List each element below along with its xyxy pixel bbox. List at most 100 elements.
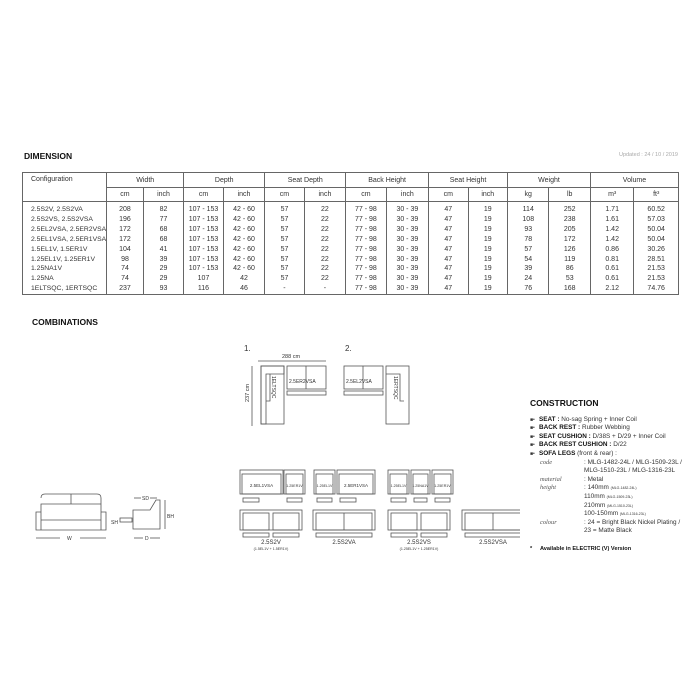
value-cell: -: [264, 284, 305, 296]
value-cell: 46: [222, 284, 266, 296]
value-cell: 57: [264, 274, 305, 285]
height-code: (MLG-1509-23L): [606, 494, 633, 499]
height-item: 100-150mm (MLG-1316-23L): [530, 510, 695, 519]
combination-number: 1.: [244, 344, 251, 353]
value-cell: 77 - 98: [345, 264, 387, 275]
value-cell: 30 - 39: [385, 214, 430, 225]
dimension-table: Configuration Width Depth Seat Depth Back He…: [21, 172, 680, 296]
value-cell: 19: [467, 234, 509, 245]
height-code: (MLG-1482-24L): [610, 486, 637, 491]
table-row: 1.5EL1V, 1.5ER1V 104 41 107 - 153 42 - 60 57 2…: [21, 244, 679, 255]
module-label: 1.25ER1V: [286, 484, 303, 488]
bullet-icon: ■•: [530, 416, 535, 423]
value-cell: 57: [264, 234, 305, 245]
module-label: 1.25EL1V: [317, 484, 333, 488]
value-cell: 208: [106, 201, 144, 215]
table-row: 1ELTSQC, 1ERTSQC 237 93 116 46- -77 - 98 30 - …: [21, 284, 679, 296]
value-cell: 119: [548, 254, 591, 265]
width-dimension: 288 cm: [282, 354, 300, 360]
value-cell: 107 - 153: [183, 224, 224, 235]
electric-note: * Available in ELECTRIC (V) Version: [530, 545, 632, 552]
module-row: 2.5EL1VSA 1.25ER1V 1.25EL1V 2.5ER1VSA 1.25EL…: [239, 469, 454, 503]
height-item: height: 140mm (MLG-1482-24L): [540, 484, 637, 492]
configuration-cell: 1ELTSQC, 1ERTSQC: [21, 284, 108, 296]
header-group: Width: [106, 172, 185, 188]
value-cell: 74: [106, 264, 144, 275]
note-text: Available in ELECTRIC (V) Version: [539, 545, 632, 552]
value-cell: 21.53: [633, 264, 679, 275]
value-cell: 114: [507, 201, 550, 215]
value-cell: 57: [264, 214, 305, 225]
header-unit: inch: [222, 187, 266, 202]
value-cell: 74.76: [633, 284, 679, 296]
value-cell: 116: [183, 284, 224, 296]
value-cell: 22: [303, 274, 347, 285]
value-cell: 0.81: [589, 254, 635, 265]
value-cell: 22: [303, 214, 347, 225]
construction-section: CONSTRUCTION ■• SEAT : No-sag Spring + In…: [530, 399, 695, 554]
header-group: Back Height: [345, 172, 430, 188]
header-unit: m³: [589, 187, 635, 202]
value-cell: 86: [548, 264, 591, 275]
material-label: material: [540, 475, 562, 483]
value-cell: 57: [264, 254, 305, 265]
height-value: 210mm: [584, 501, 606, 509]
code-value: MLG-1510-23L / MLG-1316-23L: [584, 467, 676, 475]
configuration-cell: 1.25NA1V: [21, 264, 108, 275]
value-cell: 126: [548, 244, 591, 255]
header-unit: cm: [428, 187, 469, 202]
value-cell: 93: [142, 284, 185, 296]
value-cell: 30 - 39: [385, 284, 430, 296]
value-cell: 19: [467, 264, 509, 275]
combination-number: 2.: [345, 344, 352, 353]
configuration-cell: 2.5S2VS, 2.5S2VSA: [21, 214, 108, 225]
table-row: 2.5S2V, 2.5S2VA 208 82 107 - 153 42 - 60 57 22…: [21, 201, 679, 215]
table-row: 1.25NA 74 29 107 42 57 22 77 - 98 30 - 39 47 19 24 5…: [21, 274, 679, 285]
value-cell: 22: [303, 224, 347, 235]
value-cell: 28.51: [633, 254, 679, 265]
value-cell: 30 - 39: [385, 201, 430, 215]
sofa-shape: [387, 509, 451, 531]
construction-item: ■• BACK REST : Rubber Webbing: [530, 424, 695, 433]
sofa-label: 2.5S2V: [261, 540, 281, 546]
value-cell: 205: [548, 224, 591, 235]
value-cell: 42 - 60: [222, 234, 266, 245]
value-cell: 24: [507, 274, 550, 285]
combinations-title: COMBINATIONS: [32, 317, 98, 327]
height-label: height: [540, 484, 556, 492]
module-label: 2.5EL1VSA: [250, 483, 273, 488]
value-cell: 30 - 39: [385, 264, 430, 275]
header-unit: cm: [183, 187, 224, 202]
value-cell: 107 - 153: [183, 201, 224, 215]
sofa-sublabel: (1.5EL1V + 1.5ER1V): [254, 547, 289, 551]
value-cell: -: [303, 284, 347, 296]
value-cell: 168: [548, 284, 591, 296]
header-unit: inch: [303, 187, 347, 202]
item-key: BACK REST :: [539, 424, 581, 432]
module-label: 1.25NA1V: [412, 484, 429, 488]
value-cell: 47: [428, 254, 469, 265]
value-cell: 22: [303, 264, 347, 275]
bullet-icon: ■•: [530, 425, 535, 432]
value-cell: 172: [106, 224, 144, 235]
depth-label: D: [145, 536, 149, 542]
value-cell: 237: [106, 284, 144, 296]
value-cell: 98: [106, 254, 144, 265]
colour-label: colour: [540, 518, 557, 526]
item-key: BACK REST CUSHION :: [539, 441, 612, 449]
item-value: D/38S + D/29 + Inner Coil: [590, 432, 666, 440]
seat-height-label: SH: [111, 520, 118, 526]
code-value: MLG-1482-24L / MLG-1509-23L /: [587, 458, 682, 466]
value-cell: 107 - 153: [183, 214, 224, 225]
value-cell: 172: [106, 234, 144, 245]
colour-value: 23 = Matte Black: [584, 527, 632, 535]
value-cell: 19: [467, 244, 509, 255]
value-cell: 22: [303, 254, 347, 265]
value-cell: 107 - 153: [183, 244, 224, 255]
height-item: 110mm (MLG-1509-23L): [530, 493, 695, 502]
module-label: 2.5ER2VSA: [289, 379, 316, 385]
sofa-shape: [239, 509, 303, 531]
sofa-sublabel: (1.25EL1V + 1.25ER1V): [400, 547, 439, 551]
item-key: SEAT :: [539, 415, 560, 423]
value-cell: 1.71: [589, 201, 635, 215]
